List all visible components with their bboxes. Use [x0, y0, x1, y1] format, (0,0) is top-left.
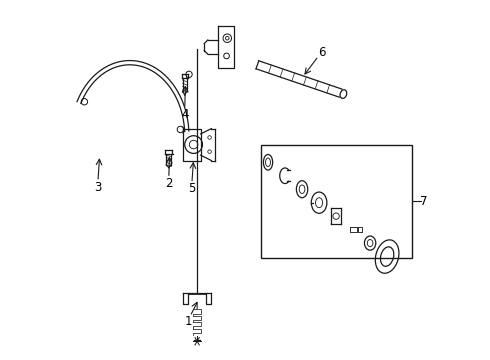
- Text: 3: 3: [94, 181, 101, 194]
- Text: 7: 7: [419, 195, 427, 208]
- Text: 6: 6: [318, 46, 326, 59]
- Text: 2: 2: [165, 177, 172, 190]
- Text: 5: 5: [188, 183, 196, 195]
- Text: 1: 1: [185, 315, 192, 328]
- Bar: [261, 145, 412, 258]
- Text: 4: 4: [181, 108, 189, 121]
